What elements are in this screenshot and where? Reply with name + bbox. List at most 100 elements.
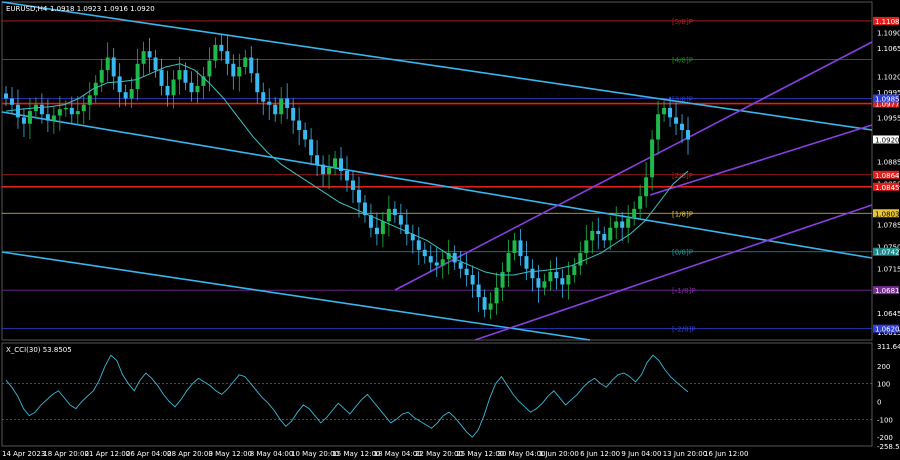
time-tick-17: 16 Jun 12:00 — [704, 450, 748, 458]
candle-body-34 — [207, 60, 212, 77]
candle-body-1 — [9, 98, 14, 105]
candle-body-111 — [668, 107, 673, 118]
cci-tick-5: -200 — [877, 434, 893, 442]
time-tick-11: 25 May 12:00 — [456, 450, 504, 458]
candle-body-113 — [680, 123, 685, 131]
price-tag-bg-6 — [873, 209, 899, 218]
candle-body-7 — [45, 114, 50, 121]
cci-tick-4: -100 — [877, 416, 893, 424]
price-tag-bg-9 — [873, 324, 899, 333]
price-tick-7: 1.0785 — [877, 222, 900, 230]
time-tick-7: 10 May 20:00 — [291, 450, 339, 458]
cci-tick-3: 0 — [877, 398, 881, 406]
candle-body-88 — [530, 268, 535, 279]
candle-body-18 — [111, 57, 116, 77]
candle-body-20 — [123, 92, 128, 99]
price-tag-bg-7 — [873, 247, 899, 256]
candle-body-38 — [231, 63, 236, 77]
trend-line-5 — [649, 124, 873, 196]
candle-body-52 — [315, 155, 320, 165]
candle-body-85 — [512, 240, 517, 253]
price-tag-6: 1.0803 — [875, 210, 900, 218]
candle-body-104 — [626, 218, 631, 228]
candle-body-0 — [4, 93, 8, 99]
candle-body-77 — [464, 268, 469, 276]
candle-body-21 — [129, 89, 134, 99]
price-tick-8: 1.0750 — [877, 244, 900, 252]
murrey-label-6: [-1/8]P — [672, 287, 695, 295]
candle-body-44 — [267, 101, 272, 105]
candle-body-66 — [398, 215, 403, 225]
candle-body-92 — [554, 271, 559, 279]
candle-body-35 — [213, 44, 218, 61]
candle-body-71 — [428, 256, 433, 263]
candle-body-87 — [524, 256, 529, 269]
candle-body-103 — [620, 221, 625, 228]
candle-body-62 — [374, 227, 379, 235]
candle-body-100 — [602, 234, 607, 241]
candle-body-46 — [279, 98, 284, 115]
time-tick-8: 15 May 12:00 — [332, 450, 380, 458]
price-tag-1: 1.0977 — [875, 101, 900, 109]
candle-body-82 — [494, 287, 499, 304]
price-tick-4: 1.0955 — [877, 114, 900, 122]
price-tag-bg-2 — [873, 94, 899, 103]
candle-body-19 — [117, 76, 122, 93]
price-tick-5: 1.0885 — [877, 159, 900, 167]
time-tick-14: 6 Jun 12:00 — [580, 450, 620, 458]
candle-body-11 — [69, 107, 74, 115]
price-tag-5: 1.0845 — [875, 184, 900, 192]
candle-body-81 — [488, 303, 493, 310]
candle-body-31 — [189, 82, 194, 93]
candle-body-63 — [380, 221, 385, 235]
murrey-label-0: [5/8]P — [672, 18, 693, 26]
time-tick-15: 9 Jun 04:00 — [621, 450, 661, 458]
cci-line — [5, 354, 689, 438]
candle-body-2 — [15, 104, 20, 118]
candle-body-23 — [141, 51, 146, 64]
candle-body-57 — [345, 171, 349, 181]
candle-body-105 — [632, 208, 637, 219]
price-tick-3: 1.0995 — [877, 89, 900, 97]
candle-body-43 — [261, 92, 266, 102]
candle-body-98 — [590, 230, 595, 241]
candle-body-78 — [470, 275, 475, 285]
cci-tick-1: 200 — [877, 363, 890, 371]
time-tick-16: 13 Jun 20:00 — [663, 450, 707, 458]
candle-body-3 — [21, 117, 26, 124]
candle-body-9 — [57, 109, 62, 116]
candle-body-13 — [81, 104, 86, 112]
candle-body-37 — [225, 51, 230, 64]
candle-body-48 — [291, 107, 296, 121]
cci-tick-2: 100 — [877, 381, 890, 389]
cci-tick-0: 311.6444 — [877, 343, 900, 351]
time-tick-6: 8 May 04:00 — [250, 450, 294, 458]
price-tag-bg-1 — [873, 99, 899, 108]
price-tick-9: 1.0715 — [877, 266, 900, 274]
candle-body-41 — [249, 57, 254, 74]
cci-tick-6: -258.5130 — [877, 443, 900, 451]
trend-line-3 — [394, 41, 873, 291]
candle-body-8 — [51, 115, 56, 121]
candle-body-28 — [171, 79, 176, 96]
cci-pane-frame — [1, 342, 873, 447]
candle-body-70 — [422, 249, 427, 257]
candle-body-69 — [416, 240, 421, 250]
candle-body-90 — [542, 281, 547, 288]
price-tag-bg-3 — [873, 135, 899, 144]
candle-body-89 — [536, 278, 541, 288]
candle-body-65 — [392, 208, 397, 216]
candle-body-15 — [93, 82, 98, 96]
candle-body-96 — [578, 252, 583, 266]
price-tag-3: 1.0920 — [875, 136, 900, 144]
candle-body-91 — [548, 271, 553, 282]
candle-body-83 — [500, 271, 505, 288]
candle-body-36 — [219, 44, 224, 52]
candle-body-68 — [410, 234, 415, 241]
candle-body-56 — [339, 158, 344, 171]
candle-body-14 — [87, 95, 92, 105]
candle-body-72 — [434, 262, 439, 266]
candle-body-50 — [303, 130, 308, 140]
candle-body-114 — [686, 130, 690, 140]
cci-title: X_CCI(30) 53.8505 — [6, 346, 72, 354]
